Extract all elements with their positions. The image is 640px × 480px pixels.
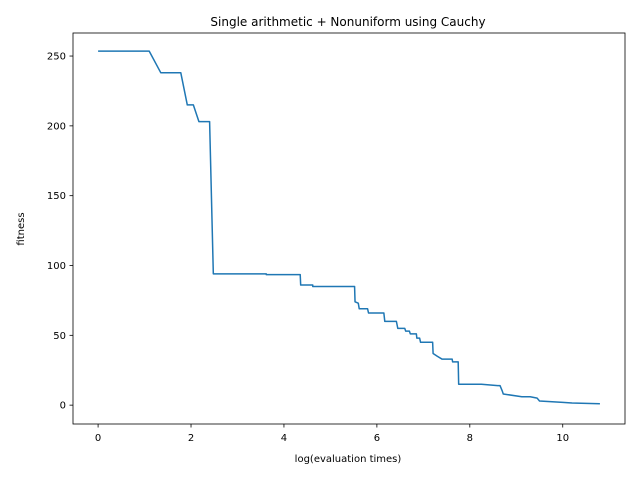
axes-frame (72, 32, 626, 425)
x-tick-label: 6 (374, 433, 380, 444)
y-axis-ticks: 0 50 100 150 200 250 (47, 52, 73, 412)
y-tick-label: 250 (47, 52, 66, 63)
fitness-series-line (98, 50, 600, 405)
x-tick-label: 0 (95, 433, 101, 444)
x-axis-label: log(evaluation times) (295, 454, 402, 465)
chart-title: Single arithmetic + Nonuniform using Cau… (210, 15, 485, 29)
plot-area (98, 50, 600, 405)
y-tick-label: 100 (47, 261, 66, 272)
y-tick-label: 0 (60, 401, 66, 412)
y-tick-label: 150 (47, 191, 66, 202)
y-tick-label: 200 (47, 121, 66, 132)
x-tick-label: 8 (467, 433, 473, 444)
x-tick-label: 2 (188, 433, 194, 444)
x-tick-label: 10 (556, 433, 569, 444)
x-tick-label: 4 (281, 433, 287, 444)
x-axis-ticks: 0 2 4 6 8 10 (95, 424, 569, 444)
y-tick-label: 50 (53, 331, 66, 342)
y-axis-label: fitness (16, 212, 27, 245)
